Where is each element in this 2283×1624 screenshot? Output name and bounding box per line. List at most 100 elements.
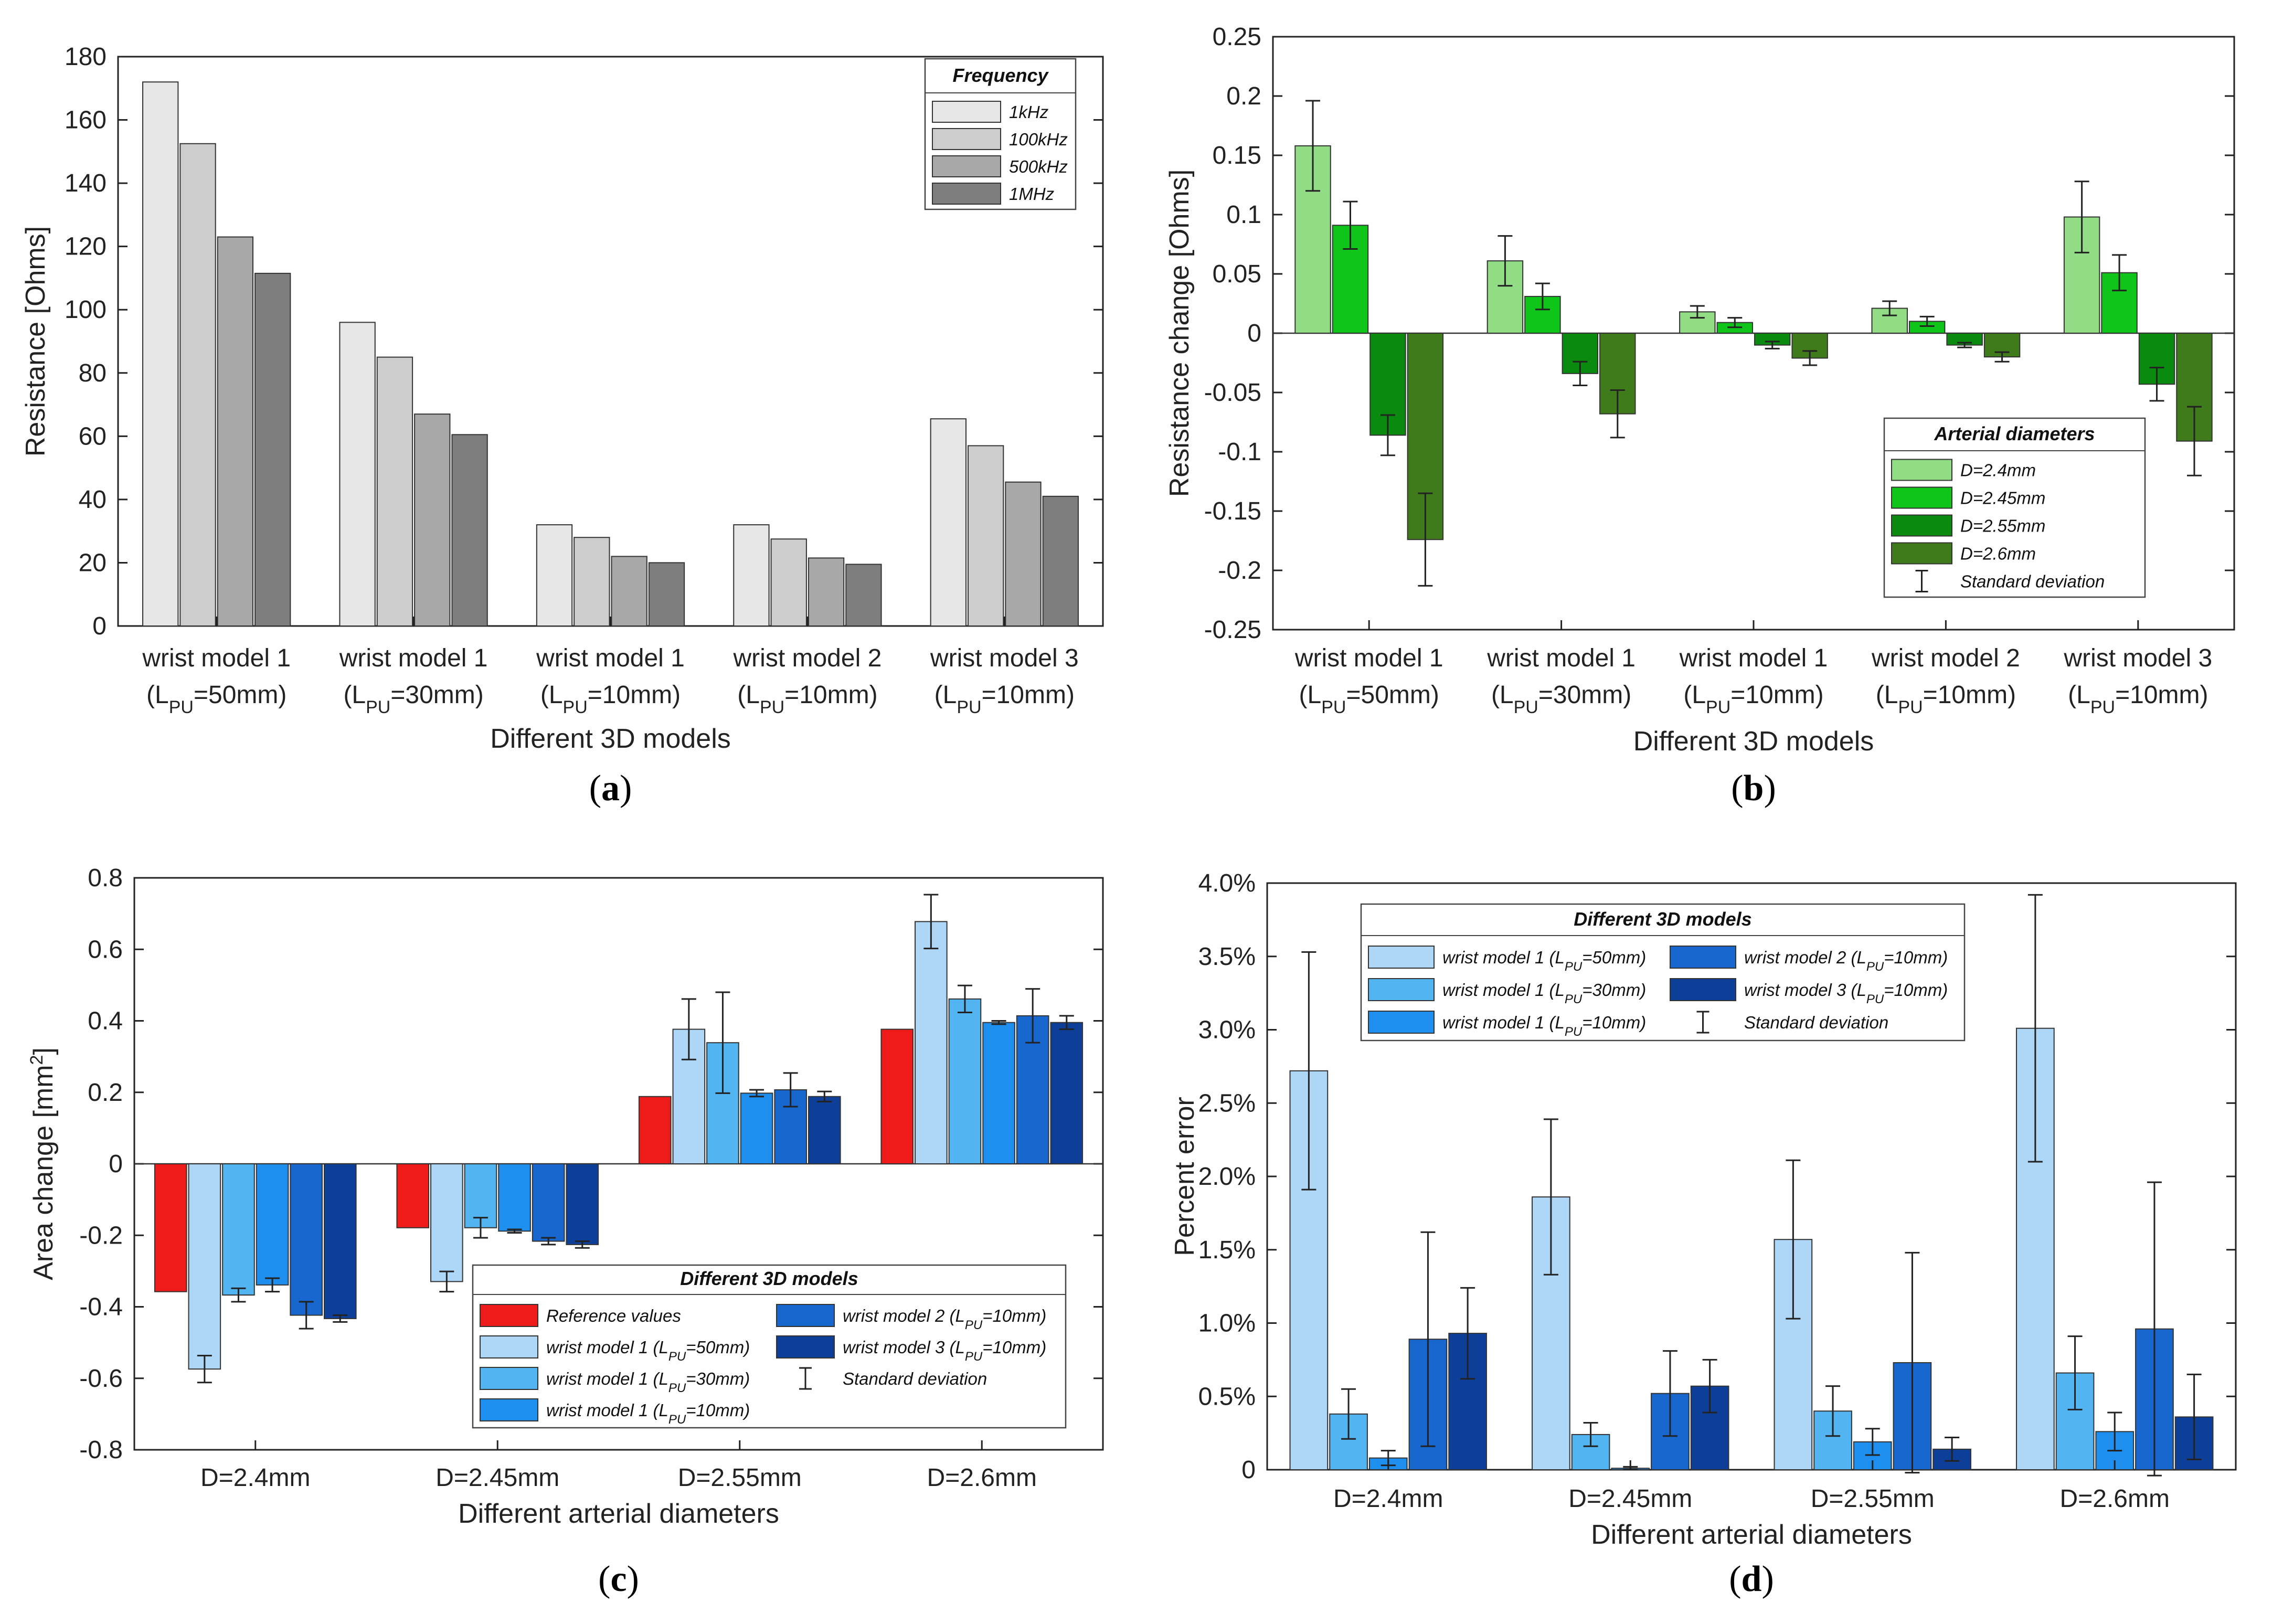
bar-b-s0-c3 xyxy=(1871,307,1908,334)
legend-swatch-b-1 xyxy=(1891,486,1952,509)
x-tick-sublabel-b-1: (LPU=30mm) xyxy=(1491,681,1631,717)
y-tick-label-d-0: 0 xyxy=(1241,1456,1256,1484)
x-tick-sublabel-a-2: (LPU=10mm) xyxy=(540,681,681,717)
bar-c-s3-c1 xyxy=(498,1163,531,1232)
x-axis-label-b: Different 3D models xyxy=(1633,726,1874,757)
y-tick-label-d-1: 0.5% xyxy=(1198,1383,1256,1410)
error-bar-c-s3-c1 xyxy=(507,1228,522,1234)
y-tick-label-d-2: 1.0% xyxy=(1198,1310,1256,1338)
x-tick-label-a-4: wrist model 3 xyxy=(930,644,1079,672)
x-tick-label-b-2: wrist model 1 xyxy=(1679,644,1828,672)
error-bar-c-s2-c3 xyxy=(957,984,972,1013)
legend-item-a-1: 100kHz xyxy=(1009,130,1068,149)
bar-c-s5-c2 xyxy=(808,1096,841,1164)
error-bar-d-s0-c3 xyxy=(2027,894,2043,1163)
bar-c-s2-c3 xyxy=(948,998,982,1164)
legend-d: Different 3D models wrist model 1 (LPU=50… xyxy=(1360,903,1966,1042)
error-bar-d-s1-c3 xyxy=(2067,1335,2083,1410)
y-tick-label-d-3: 1.5% xyxy=(1198,1236,1256,1264)
x-tick-sublabel-a-1: (LPU=30mm) xyxy=(343,681,483,717)
bar-a-s1-c3 xyxy=(770,538,807,627)
y-tick-label-b-2: -0.15 xyxy=(1204,497,1261,525)
bar-c-s3-c3 xyxy=(982,1022,1015,1164)
error-bar-b-s2-c3 xyxy=(1957,342,1972,348)
bar-c-s4-c0 xyxy=(290,1163,323,1316)
x-tick-label-c-2: D=2.55mm xyxy=(678,1464,802,1492)
y-axis-label-b: Resistance change [Ohms] xyxy=(1164,169,1195,497)
error-bar-c-s4-c0 xyxy=(299,1301,314,1330)
error-bar-b-s1-c3 xyxy=(1919,315,1935,327)
error-bar-c-s3-c0 xyxy=(265,1277,280,1293)
legend-title-a: Frequency xyxy=(952,65,1049,86)
error-bar-c-s5-c3 xyxy=(1059,1015,1074,1031)
x-tick-label-b-1: wrist model 1 xyxy=(1486,644,1636,672)
legend-item-b-2: D=2.55mm xyxy=(1960,516,2045,536)
bar-b-s2-c4 xyxy=(2138,333,2175,385)
error-bar-c-s1-c1 xyxy=(439,1270,454,1293)
error-bar-d-s0-c0 xyxy=(1301,951,1316,1191)
error-bar-b-s2-c4 xyxy=(2149,367,2164,402)
legend-errorbar-label-c: Standard deviation xyxy=(843,1369,987,1388)
legend-item-d-4: wrist model 3 (LPU=10mm) xyxy=(1744,980,1948,1006)
legend-swatch-d-0 xyxy=(1368,946,1435,969)
bar-b-s0-c1 xyxy=(1486,260,1524,334)
x-tick-label-c-3: D=2.6mm xyxy=(927,1464,1037,1492)
y-tick-label-b-4: -0.05 xyxy=(1204,379,1261,407)
x-tick-label-b-4: wrist model 3 xyxy=(2063,644,2212,672)
x-tick-sublabel-b-3: (LPU=10mm) xyxy=(1876,681,2016,717)
y-tick-label-c-4: 0 xyxy=(109,1150,123,1178)
legend-swatch-c-2 xyxy=(480,1367,538,1390)
y-tick-label-b-3: -0.1 xyxy=(1218,438,1261,466)
error-bar-d-s1-c1 xyxy=(1583,1422,1598,1447)
legend-item-d-3: wrist model 2 (LPU=10mm) xyxy=(1744,948,1948,974)
legend-c: Different 3D models Reference values wrist… xyxy=(472,1264,1067,1429)
legend-b: Arterial diameters D=2.4mm D=2.45mm D=2.55m… xyxy=(1883,417,2146,598)
bar-c-s3-c2 xyxy=(740,1092,773,1165)
legend-item-a-3: 1MHz xyxy=(1009,184,1055,204)
y-tick-label-d-7: 3.5% xyxy=(1198,943,1256,971)
error-bar-c-s1-c3 xyxy=(923,894,939,950)
y-tick-label-d-4: 2.0% xyxy=(1198,1163,1256,1191)
y-tick-label-c-2: -0.4 xyxy=(79,1293,123,1321)
legend-item-b-0: D=2.4mm xyxy=(1960,461,2036,480)
y-tick-label-a-7: 140 xyxy=(65,169,107,197)
x-tick-label-a-3: wrist model 2 xyxy=(733,644,882,672)
bar-c-s4-c1 xyxy=(532,1163,565,1242)
bar-c-s1-c0 xyxy=(188,1163,221,1370)
error-bar-c-s3-c3 xyxy=(991,1020,1006,1025)
legend-swatch-c-5 xyxy=(776,1335,835,1358)
error-bar-d-s2-c3 xyxy=(2107,1411,2122,1452)
bar-b-s1-c0 xyxy=(1332,225,1369,334)
legend-a: Frequency 1kHz 100kHz 500kHz 1MHz xyxy=(924,58,1077,210)
y-axis-label-c: Area change [mm2] xyxy=(27,1047,59,1280)
x-tick-label-d-0: D=2.4mm xyxy=(1333,1485,1443,1513)
panel-label-a: (a) xyxy=(589,768,632,809)
legend-swatch-a-0 xyxy=(932,101,1001,123)
legend-swatch-d-1 xyxy=(1368,978,1435,1001)
error-bar-c-s5-c0 xyxy=(333,1314,348,1323)
legend-swatch-a-3 xyxy=(932,183,1001,205)
error-bar-b-s3-c1 xyxy=(1610,389,1625,439)
error-bar-b-s0-c3 xyxy=(1882,300,1897,316)
bar-c-s0-c3 xyxy=(880,1028,914,1164)
x-tick-label-a-1: wrist model 1 xyxy=(339,644,488,672)
error-bar-c-s4-c2 xyxy=(783,1072,798,1108)
legend-swatch-d-2 xyxy=(1368,1011,1435,1034)
legend-item-c-1: wrist model 1 (LPU=50mm) xyxy=(546,1338,750,1364)
bar-a-s3-c2 xyxy=(648,562,685,627)
bar-a-s0-c0 xyxy=(142,81,179,627)
x-tick-sublabel-b-4: (LPU=10mm) xyxy=(2068,681,2208,717)
y-tick-label-d-8: 4.0% xyxy=(1198,869,1256,897)
error-bar-b-s1-c0 xyxy=(1343,200,1358,250)
chart-b-svg: -0.25 -0.2 -0.15 -0.1 -0.05 0 0.05 0.1 0.15 0.2 0.… xyxy=(1164,23,2235,809)
y-tick-label-c-5: 0.2 xyxy=(88,1079,123,1107)
legend-swatch-a-2 xyxy=(932,155,1001,177)
error-bar-b-s2-c0 xyxy=(1380,414,1395,457)
error-bar-b-s1-c4 xyxy=(2112,254,2127,292)
legend-swatch-c-3 xyxy=(480,1398,538,1421)
legend-swatch-b-0 xyxy=(1891,459,1952,481)
legend-item-b-1: D=2.45mm xyxy=(1960,489,2045,508)
error-bar-b-s3-c4 xyxy=(2186,406,2202,476)
y-tick-label-a-8: 160 xyxy=(65,107,107,134)
x-axis-label-c: Different arterial diameters xyxy=(458,1499,779,1529)
